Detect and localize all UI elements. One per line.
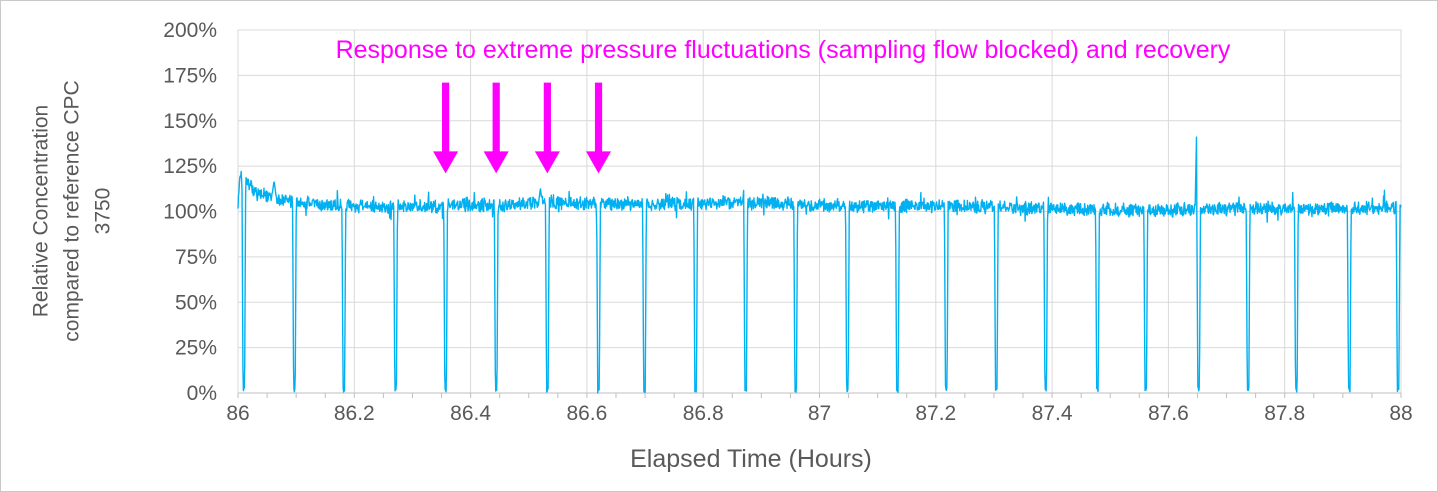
y-tick-label: 200% bbox=[163, 19, 217, 42]
y-tick-label: 175% bbox=[163, 64, 217, 87]
y-tick-label: 50% bbox=[175, 291, 217, 314]
y-tick-label: 150% bbox=[163, 110, 217, 133]
y-axis-title-line: Relative Concentration bbox=[29, 104, 53, 318]
annotation-arrow bbox=[433, 82, 459, 174]
y-tick-label: 75% bbox=[175, 246, 217, 269]
y-axis-title: Relative Concentration compared to refer… bbox=[26, 80, 119, 341]
x-tick-label: 86 bbox=[226, 402, 249, 425]
x-tick-label: 86.6 bbox=[566, 402, 607, 425]
annotation-arrow bbox=[586, 82, 612, 174]
x-tick-label: 87 bbox=[808, 402, 831, 425]
x-tick-label: 87.4 bbox=[1032, 402, 1073, 425]
x-tick-label: 87.8 bbox=[1264, 402, 1305, 425]
x-tick-label: 88 bbox=[1389, 402, 1412, 425]
x-tick-label: 87.2 bbox=[915, 402, 956, 425]
annotation-arrow bbox=[534, 82, 560, 174]
annotation-arrow bbox=[483, 82, 509, 174]
x-tick-label: 87.6 bbox=[1148, 402, 1189, 425]
y-tick-label: 125% bbox=[163, 155, 217, 178]
annotation-text: Response to extreme pressure fluctuation… bbox=[335, 36, 1231, 64]
y-tick-label: 25% bbox=[175, 337, 217, 360]
y-tick-label: 0% bbox=[187, 382, 217, 405]
y-axis-title-line: 3750 bbox=[91, 187, 115, 235]
x-tick-label: 86.2 bbox=[334, 402, 375, 425]
x-tick-label: 86.8 bbox=[683, 402, 724, 425]
series-line bbox=[237, 136, 1402, 394]
x-axis-title: Elapsed Time (Hours) bbox=[630, 445, 872, 473]
x-tick-label: 86.4 bbox=[450, 402, 491, 425]
y-tick-label: 100% bbox=[163, 201, 217, 224]
y-axis-title-line: compared to reference CPC bbox=[60, 80, 84, 342]
